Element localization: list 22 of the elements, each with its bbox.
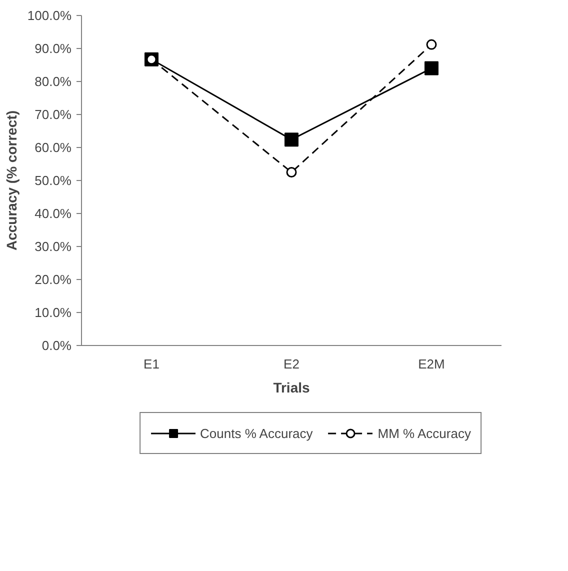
y-tick-label: 90.0% — [34, 41, 72, 56]
y-tick-label: 50.0% — [34, 173, 72, 188]
point — [424, 61, 438, 76]
y-tick-label: 10.0% — [34, 305, 72, 320]
point — [284, 132, 298, 147]
x-tick-label: E2 — [284, 356, 300, 372]
y-tick-label: 40.0% — [34, 206, 72, 221]
x-axis-title: Trials — [273, 380, 310, 396]
y-tick-label: 30.0% — [34, 239, 72, 254]
point — [426, 39, 437, 50]
y-tick-label: 0.0% — [42, 338, 72, 353]
y-axis-title: Accuracy (% correct) — [3, 110, 20, 251]
legend-label: MM % Accuracy — [378, 426, 471, 440]
y-tick-label: 100.0% — [27, 8, 72, 23]
y-tick-label: 70.0% — [34, 107, 72, 122]
y-tick-label: 80.0% — [34, 74, 72, 89]
x-tick-label: E2M — [418, 356, 445, 372]
y-tick-label: 60.0% — [34, 140, 72, 155]
point — [286, 167, 297, 178]
y-tick-label: 20.0% — [34, 272, 72, 287]
legend-label: Counts % Accuracy — [200, 426, 313, 440]
x-tick-label: E1 — [144, 356, 160, 372]
